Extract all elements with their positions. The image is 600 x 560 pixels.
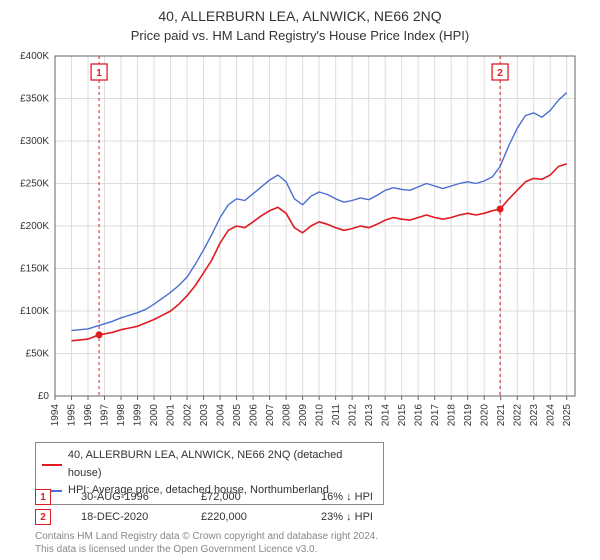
x-tick-label: 2020	[479, 404, 490, 427]
x-tick-label: 2018	[446, 404, 457, 427]
marker-diff: 16% ↓ HPI	[321, 491, 411, 503]
x-tick-label: 1997	[100, 404, 111, 427]
y-tick-label: £0	[38, 391, 50, 402]
x-tick-label: 2021	[496, 404, 507, 427]
x-tick-label: 2004	[215, 404, 226, 427]
legend-item: 40, ALLERBURN LEA, ALNWICK, NE66 2NQ (de…	[42, 447, 377, 482]
x-tick-label: 2011	[331, 404, 342, 426]
x-tick-label: 2023	[529, 404, 540, 427]
footer-line-2: This data is licensed under the Open Gov…	[35, 543, 378, 556]
marker-date: 18-DEC-2020	[81, 511, 171, 523]
footer-attribution: Contains HM Land Registry data © Crown c…	[35, 530, 378, 556]
x-tick-label: 1995	[67, 404, 78, 427]
marker-row: 2 18-DEC-2020 £220,000 23% ↓ HPI	[35, 507, 411, 527]
price-chart: £0 £50K £100K £150K £200K £250K £300K £350K £400…	[0, 0, 595, 441]
marker-badge: 1	[35, 489, 51, 505]
x-tick-label: 2024	[545, 404, 556, 427]
y-tick-label: £200K	[20, 221, 49, 232]
x-tick-label: 1994	[50, 404, 61, 427]
x-tick-label: 2013	[364, 404, 375, 427]
y-tick-label: £400K	[20, 51, 49, 62]
x-tick-label: 2003	[199, 404, 210, 427]
marker-dot	[96, 331, 103, 338]
marker-table: 1 30-AUG-1996 £72,000 16% ↓ HPI 2 18-DEC-2020…	[35, 487, 411, 527]
marker-badge-text: 1	[96, 68, 102, 79]
y-tick-label: £350K	[20, 94, 49, 105]
marker-price: £72,000	[201, 491, 291, 503]
marker-dot	[497, 206, 504, 213]
x-tick-label: 2001	[166, 404, 177, 427]
x-tick-label: 2007	[265, 404, 276, 427]
x-tick-label: 1999	[133, 404, 144, 427]
marker-badge-text: 2	[497, 68, 503, 79]
legend-label: 40, ALLERBURN LEA, ALNWICK, NE66 2NQ (de…	[68, 447, 377, 482]
marker-date: 30-AUG-1996	[81, 491, 171, 503]
x-tick-label: 2015	[397, 404, 408, 427]
x-tick-label: 2006	[248, 404, 259, 427]
x-tick-label: 2002	[182, 404, 193, 427]
marker-badge: 2	[35, 509, 51, 525]
y-tick-label: £150K	[20, 264, 49, 275]
x-tick-label: 2009	[298, 404, 309, 427]
y-tick-label: £50K	[26, 349, 50, 360]
x-tick-label: 2010	[314, 404, 325, 427]
x-tick-label: 2019	[463, 404, 474, 427]
marker-price: £220,000	[201, 511, 291, 523]
x-tick-label: 2025	[562, 404, 573, 427]
y-tick-label: £100K	[20, 306, 49, 317]
x-tick-label: 1998	[116, 404, 127, 427]
legend-swatch	[42, 464, 62, 466]
x-tick-label: 2005	[232, 404, 243, 427]
footer-line-1: Contains HM Land Registry data © Crown c…	[35, 530, 378, 543]
x-tick-label: 2008	[281, 404, 292, 427]
x-tick-label: 1996	[83, 404, 94, 427]
x-tick-label: 2012	[347, 404, 358, 427]
marker-diff: 23% ↓ HPI	[321, 511, 411, 523]
x-tick-label: 2016	[413, 404, 424, 427]
y-tick-label: £300K	[20, 136, 49, 147]
marker-row: 1 30-AUG-1996 £72,000 16% ↓ HPI	[35, 487, 411, 507]
x-tick-label: 2014	[380, 404, 391, 427]
y-tick-label: £250K	[20, 179, 49, 190]
x-tick-label: 2017	[430, 404, 441, 427]
x-tick-label: 2022	[512, 404, 523, 427]
x-tick-label: 2000	[149, 404, 160, 427]
